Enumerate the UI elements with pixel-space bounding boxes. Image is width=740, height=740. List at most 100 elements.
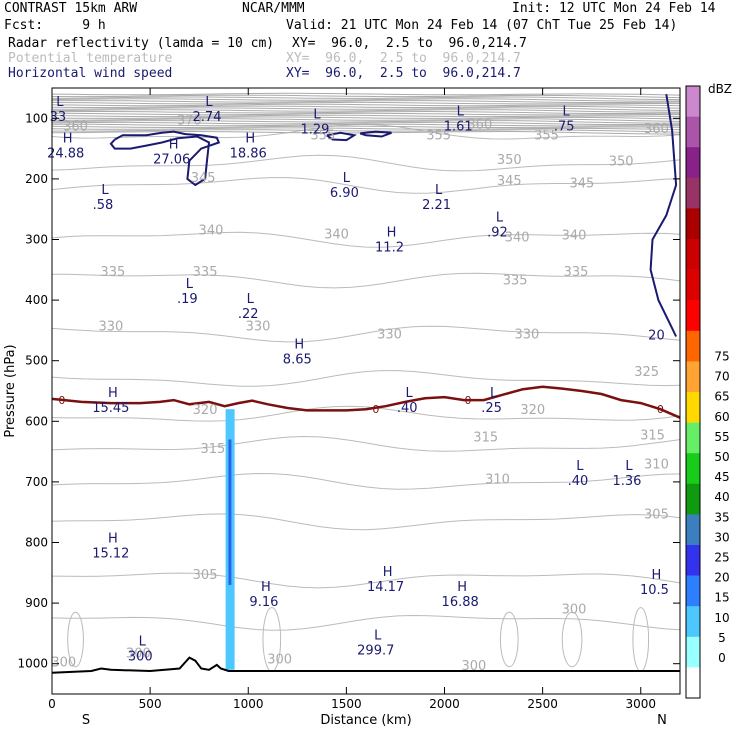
theta-label: 335 [193,265,218,280]
field-wind-xy: XY= 96.0, 2.5 to 96.0,214.7 [286,66,521,81]
zero-isotherm-line [51,385,681,419]
zero-label: 0 [657,403,664,416]
title-left: CONTRAST 15km ARW [4,1,138,16]
colorbar-label: 75 [714,350,729,364]
isentrope [51,405,681,422]
surface-pressure-line [51,656,680,674]
forecast-hour: Fcst: 9 h [4,18,106,33]
colorbar-label: 15 [714,591,729,605]
extremum-kind: L [186,277,194,292]
y-tick-label: 500 [25,354,48,368]
colorbar-segment [686,575,700,607]
x-tick-label: 1500 [331,697,362,711]
extremum-value: 8.65 [283,353,312,368]
extremum-kind: L [625,459,633,474]
theta-label: 320 [193,403,218,418]
extremum-kind: H [108,532,118,547]
x-tick-label: 3000 [625,697,656,711]
extremum-kind: H [294,338,304,353]
theta-label: 355 [426,129,451,144]
valid-time: Valid: 21 UTC Mon 24 Feb 14 (07 ChT Tue … [286,18,678,33]
extremum-value: 2.74 [193,110,222,125]
isentrope [51,272,681,289]
theta-label: 315 [640,428,665,443]
theta-label: 315 [201,442,226,457]
colorbar-unit: dBZ [708,82,732,96]
isentrope [51,177,681,194]
colorbar-label: 45 [714,470,729,484]
field-theta-label: Potential temperature [8,51,173,66]
south-label: S [82,713,90,728]
colorbar-label: 10 [714,611,729,625]
extremum-value: .25 [481,401,502,416]
upper-theta-dense-band [51,92,681,135]
colorbar-segment [686,392,700,423]
extremum-value: 16.88 [442,595,479,610]
y-tick-label: 800 [25,536,48,550]
colorbar-segment [686,636,700,668]
extremum-kind: L [490,386,498,401]
extremum-value: .22 [238,307,259,322]
extremum-value: 11.2 [375,240,404,255]
title-center: NCAR/MMM [242,1,305,16]
wind-contour [109,130,221,187]
colorbar-label: 5 [718,631,726,645]
colorbar-label: 60 [714,410,729,424]
theta-label: 300 [462,659,487,674]
extremum-value: 15.45 [92,401,129,416]
wind-contour [649,93,678,337]
theta-label: 360 [644,122,669,137]
colorbar-segment [686,483,700,515]
colorbar-label: 30 [714,530,729,544]
theta-label: 345 [191,171,216,186]
x-tick-label: 2500 [527,697,558,711]
colorbar-label: 25 [714,551,729,565]
field-theta-xy: XY= 96.0, 2.5 to 96.0,214.7 [286,51,521,66]
contour-labels: 370 360 360 360 355 355 355 350 350 345 345 345 340 3… [47,95,669,674]
init-time: Init: 12 UTC Mon 24 Feb 14 [512,1,716,16]
isentrope [51,472,681,490]
extremum-kind: H [245,132,255,147]
extremum-value: .92 [487,225,508,240]
extremum-value: 299.7 [357,643,394,658]
field-wind-label: Horizontal wind speed [8,66,173,81]
extremum-value: .58 [93,198,114,213]
theta-label: 350 [609,155,634,170]
extremum-kind: L [435,183,443,198]
extremum-value: 9.16 [249,595,278,610]
theta-label: 330 [98,319,123,334]
extremum-kind: L [313,107,321,122]
extremum-kind: L [406,386,414,401]
colorbar-segment [686,116,700,148]
zero-label: 0 [58,394,65,407]
extremum-kind: L [343,171,351,186]
near-surface-contour [561,611,583,668]
extremum-value: 2.21 [422,198,451,213]
y-tick-label: 700 [25,475,48,489]
y-tick-label: 600 [25,414,48,428]
theta-label: 320 [520,403,545,418]
plot-frame [51,87,681,695]
colorbar-segment [686,361,700,393]
dense-isentrope [51,98,681,102]
plot-axes: 0 500 1000 1500 2000 2500 30001002003004005006… [3,87,681,728]
dense-isentrope [51,116,681,120]
dense-isentrope [51,107,681,111]
colorbar-label: 55 [714,430,729,444]
dense-isentrope [51,92,681,96]
extremum-value: .75 [554,119,575,134]
colorbar-label: 40 [714,490,729,504]
extremum-kind: H [63,132,73,147]
reflectivity-core [228,439,232,585]
extremum-kind: H [457,580,467,595]
extremum-value: .40 [397,401,418,416]
theta-label: 325 [634,365,659,380]
extremum-value: 18.86 [230,147,267,162]
extremum-value: 1.36 [612,474,641,489]
theta-label: 310 [485,473,510,488]
dense-isentrope [51,123,680,127]
extremum-value: 6.90 [330,186,359,201]
theta-label: 335 [503,273,528,288]
theta-label: 335 [100,265,125,280]
extremum-kind: L [457,104,465,119]
